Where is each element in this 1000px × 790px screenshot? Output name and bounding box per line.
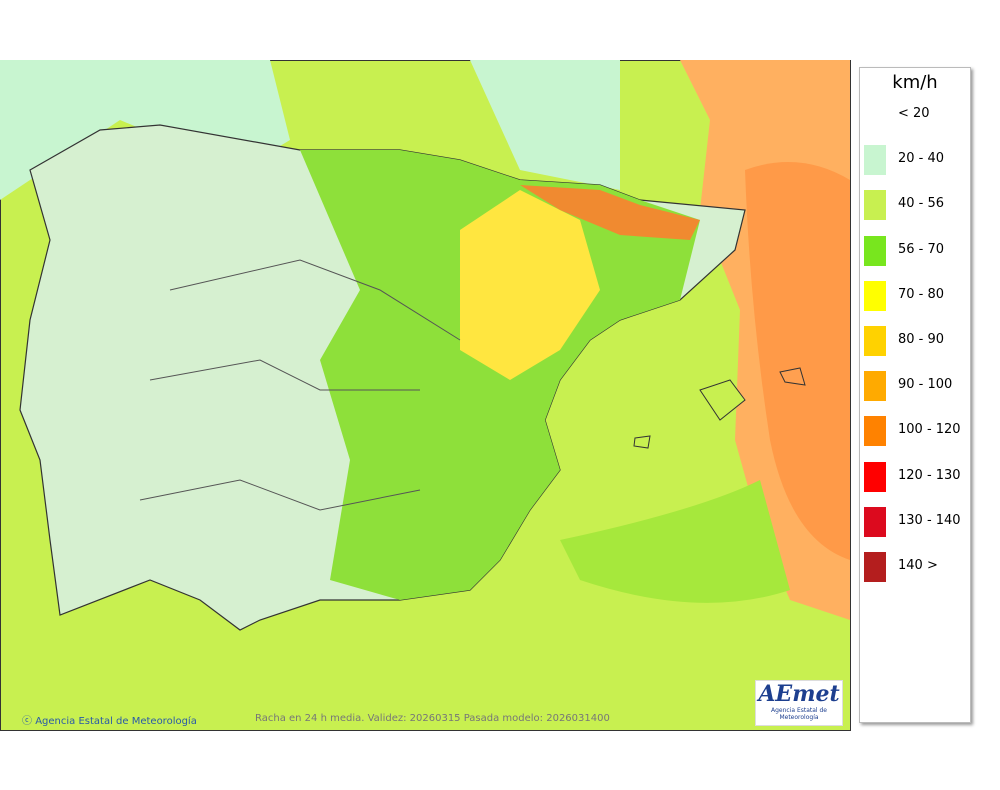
strong-wind-zone	[520, 185, 700, 240]
legend-swatch	[864, 145, 886, 176]
moderate-wind-zone	[300, 150, 700, 600]
calm-zone	[470, 60, 620, 190]
legend-swatch	[864, 190, 886, 221]
legend-swatch	[864, 326, 886, 356]
map	[0, 60, 851, 731]
legend-entry: 70 - 80	[864, 280, 968, 311]
logo-name: AEmet	[758, 681, 840, 707]
legend-label: 70 - 80	[898, 286, 945, 302]
legend-entry: 80 - 90	[864, 326, 968, 356]
credit: ⓒ Agencia Estatal de Meteorología	[22, 716, 197, 727]
strong-wind-zone	[460, 190, 600, 380]
legend-entry: 140 >	[864, 552, 968, 582]
legend-entry: 100 - 120	[864, 416, 968, 447]
legend-label: 120 - 130	[898, 467, 961, 483]
legend-label: < 20	[898, 106, 930, 121]
legend-swatch	[864, 235, 886, 266]
legend-entry: 20 - 40	[864, 145, 968, 176]
legend-label: 20 - 40	[898, 151, 945, 167]
legend-entry: 130 - 140	[864, 506, 968, 537]
island	[633, 435, 651, 449]
legend-swatch	[864, 280, 886, 311]
legend-label: 140 >	[898, 558, 938, 573]
legend-label: 56 - 70	[898, 241, 945, 257]
legend-entry: 90 - 100	[864, 371, 968, 402]
region-borders	[139, 259, 461, 511]
legend-swatch	[864, 371, 886, 402]
moderate-wind-zone	[560, 480, 790, 603]
logo-subtitle: Agencia Estatal de Meteorología	[770, 707, 827, 721]
legend-entry: < 20	[864, 100, 968, 130]
legend-swatch	[864, 461, 886, 492]
logo: AEmet Agencia Estatal de Meteorología	[755, 680, 843, 726]
legend-label: 90 - 100	[898, 377, 953, 393]
legend-swatch	[864, 506, 886, 537]
island	[699, 379, 746, 421]
legend-label: 130 - 140	[898, 512, 961, 528]
legend-swatch	[864, 416, 886, 447]
legend-entry: 120 - 130	[864, 461, 968, 492]
island	[779, 367, 806, 386]
legend-swatch	[864, 552, 886, 582]
strong-wind-zone	[745, 162, 850, 560]
credit-text: Agencia Estatal de Meteorología	[35, 716, 197, 727]
validity: Racha en 24 h media. Validez: 20260315 P…	[255, 713, 610, 724]
legend-entry: 56 - 70	[864, 235, 968, 266]
legend-label: 80 - 90	[898, 332, 945, 347]
legend-label: 100 - 120	[898, 422, 961, 438]
legend-label: 40 - 56	[898, 196, 945, 212]
legend: km/h < 20 20 - 40 40 - 56 56 - 70 70 - 80 80 …	[859, 67, 971, 723]
legend-title: km/h	[892, 72, 938, 93]
legend-entry: 40 - 56	[864, 190, 968, 221]
